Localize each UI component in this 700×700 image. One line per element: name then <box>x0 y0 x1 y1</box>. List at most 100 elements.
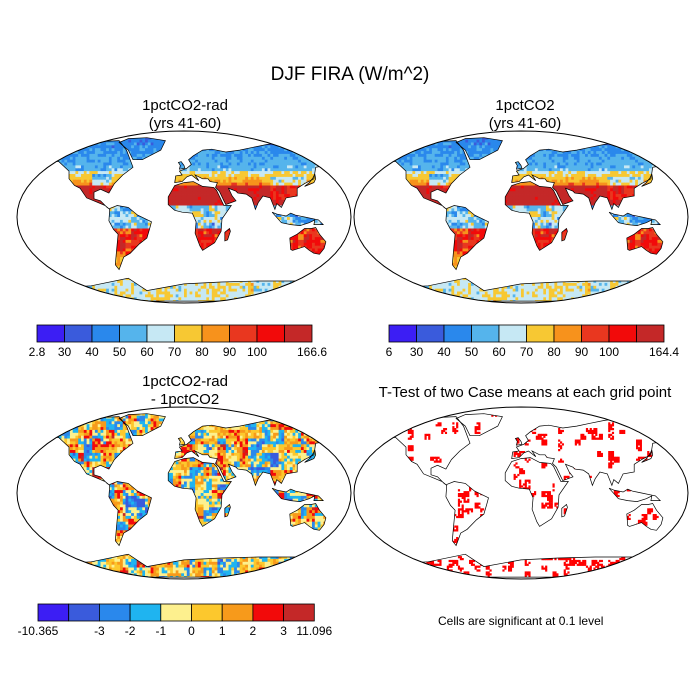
coastline-greenland <box>455 137 503 161</box>
coastline-nz <box>675 251 687 262</box>
coastline-australia <box>626 503 664 531</box>
coastline-nz <box>338 527 350 538</box>
significance-note: Cells are significant at 0.1 level <box>438 614 603 628</box>
colorbar-box <box>636 324 665 343</box>
coastline-antarctica <box>354 553 688 578</box>
colorbar-box <box>64 324 93 343</box>
colorbar-label: 60 <box>140 345 154 359</box>
coastline-northAmerica <box>28 416 134 486</box>
colorbar-label: -1 <box>155 624 166 638</box>
colorbar-label: 30 <box>58 345 72 359</box>
colorbar-box <box>129 603 162 622</box>
coastline-northAmerica <box>365 140 471 210</box>
colorbar-label: 50 <box>113 345 127 359</box>
coastline-uk <box>177 161 186 170</box>
colorbar-label: 2 <box>250 624 257 638</box>
map-ttest <box>353 406 689 580</box>
panel-title-co2: 1pctCO2 (yrs 41-60) <box>400 97 650 133</box>
colorbar-label: 6 <box>386 345 393 359</box>
map-border <box>353 130 689 304</box>
colorbar-box <box>160 603 192 622</box>
coastline-greenland <box>455 413 503 437</box>
coastline-southAmerica <box>108 205 152 271</box>
coastline-indonesia <box>271 211 325 226</box>
coastline-greenland <box>118 137 166 161</box>
map-border <box>16 130 352 304</box>
colorbar-box <box>221 603 254 622</box>
coastline-eurasia <box>174 142 351 211</box>
colorbar-box <box>91 324 120 343</box>
coastline-uk <box>514 161 523 170</box>
coastline-southAmerica <box>445 205 489 271</box>
colorbar-box <box>526 324 555 343</box>
coastline-northAmerica <box>365 416 471 486</box>
map-border <box>16 406 352 580</box>
colorbar-box <box>119 324 148 343</box>
coastline-madagascar <box>561 503 568 518</box>
coastline-australia <box>626 227 664 255</box>
coastline-antarctica <box>354 277 688 302</box>
coastline-nz <box>675 527 687 538</box>
coastline-madagascar <box>561 227 568 242</box>
colorbar-box <box>174 324 203 343</box>
colorbar-label: 11.096 <box>296 624 332 638</box>
colorbar-box <box>608 324 637 343</box>
colorbar-box <box>37 603 70 622</box>
coastline-indonesia <box>608 487 662 502</box>
panel-title-rad: 1pctCO2-rad (yrs 41-60) <box>60 97 310 133</box>
colorbar-box <box>283 603 315 622</box>
panel-title-line: (yrs 41-60) <box>400 115 650 133</box>
panel-title-line: 1pctCO2-rad <box>60 373 310 391</box>
page-title: DJF FIRA (W/m^2) <box>0 64 700 86</box>
colorbar-label: 50 <box>465 345 479 359</box>
panel-title-line: (yrs 41-60) <box>60 115 310 133</box>
colorbar-box <box>252 603 284 622</box>
coastline-africa <box>167 457 232 527</box>
colorbar-label: 1 <box>219 624 226 638</box>
coastline-indonesia <box>271 487 325 502</box>
colorbar-label: -2 <box>125 624 136 638</box>
colorbar-box <box>553 324 582 343</box>
panel-title-line: - 1pctCO2 <box>60 391 310 409</box>
coastline-nz <box>338 251 350 262</box>
coastline-africa <box>167 181 232 251</box>
coastline-uk <box>177 437 186 446</box>
colorbar-box <box>471 324 500 343</box>
colorbar-label: 0 <box>188 624 195 638</box>
coastline-antarctica <box>17 277 351 302</box>
coastline-japan <box>641 448 654 463</box>
colorbar-box <box>443 324 472 343</box>
coastline-northAmerica <box>28 140 134 210</box>
colorbar-label: -3 <box>94 624 105 638</box>
coastline-japan <box>304 448 317 463</box>
coastline-japan <box>641 172 654 187</box>
colorbar-label: 70 <box>520 345 534 359</box>
coastline-australia <box>289 227 327 255</box>
panel-title-line: 1pctCO2 <box>400 97 650 115</box>
colorbar-box <box>191 603 223 622</box>
colorbar-label: 100 <box>599 345 619 359</box>
coastline-madagascar <box>224 503 231 518</box>
colorbar-label: 2.8 <box>29 345 46 359</box>
coastline-australia <box>289 503 327 531</box>
colorbar-box <box>201 324 230 343</box>
coastline-eurasia <box>174 418 351 487</box>
colorbar-label: 70 <box>168 345 182 359</box>
colorbar-box <box>256 324 285 343</box>
panel-title-diff: 1pctCO2-rad - 1pctCO2 <box>60 373 310 409</box>
panel-title-line: 1pctCO2-rad <box>60 97 310 115</box>
colorbar-rad: 2.8 30 40 50 60 70 80 90 100 166.6 <box>29 324 327 359</box>
colorbar-label: 60 <box>492 345 506 359</box>
colorbar-label: 164.4 <box>649 345 679 359</box>
colorbar-box <box>229 324 258 343</box>
colorbar-label: 90 <box>575 345 589 359</box>
coastline-madagascar <box>224 227 231 242</box>
colorbar-box <box>146 324 175 343</box>
colorbar-box <box>388 324 417 343</box>
colorbar-label: 80 <box>195 345 209 359</box>
colorbar-label: -10.365 <box>18 624 59 638</box>
colorbar-box <box>68 603 100 622</box>
colorbar-box <box>284 324 313 343</box>
coastline-eurasia <box>511 142 688 211</box>
coastline-greenland <box>118 413 166 437</box>
